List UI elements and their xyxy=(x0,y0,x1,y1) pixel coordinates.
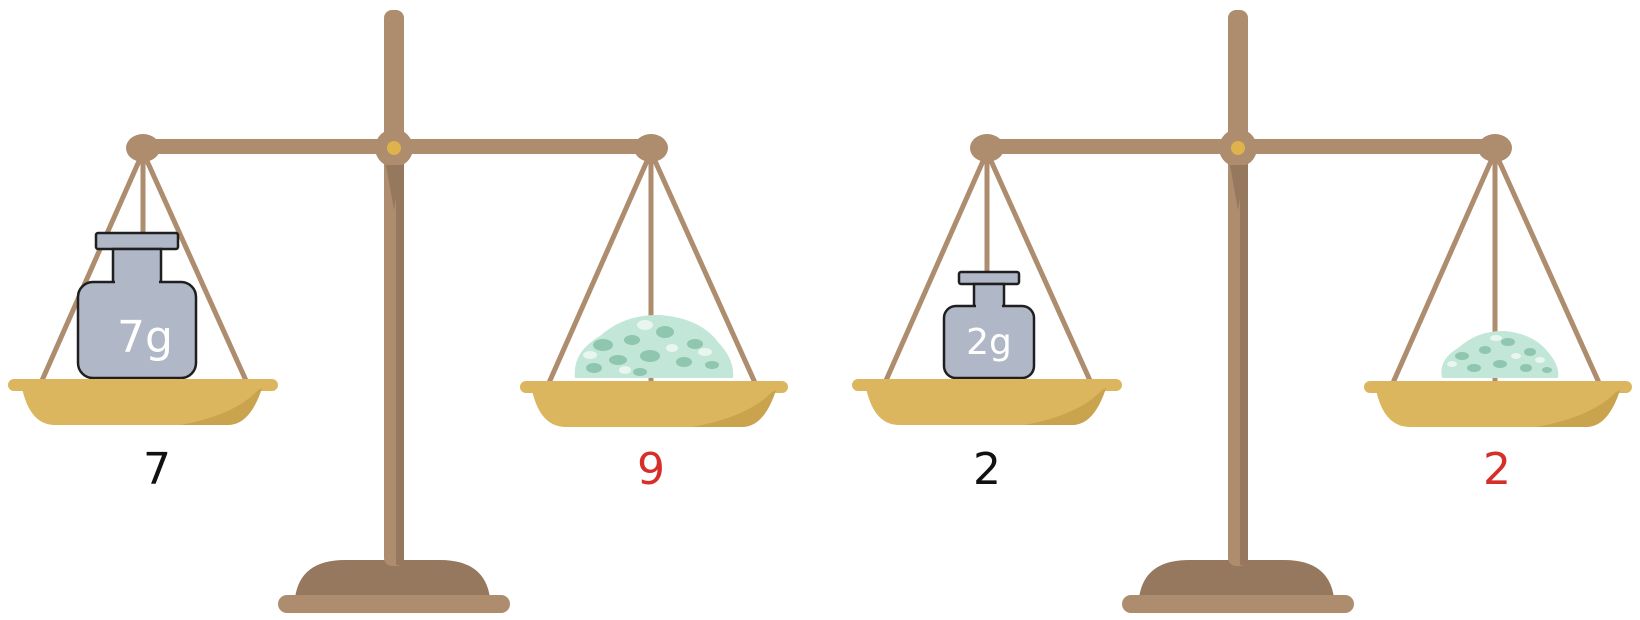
weight-7g: 7g xyxy=(76,231,198,380)
pivot-icon xyxy=(1231,141,1245,155)
granular-pile xyxy=(574,314,734,378)
right-value-label: 2 xyxy=(1483,444,1511,495)
right-value-label: 9 xyxy=(637,444,665,495)
left-pan xyxy=(852,379,1122,425)
left-value-label: 2 xyxy=(973,444,1001,495)
balance-scale-1: 7g xyxy=(8,10,788,613)
right-hanger-knob xyxy=(1478,134,1512,162)
left-hanger-knob xyxy=(126,134,160,162)
weight-2g: 2g xyxy=(942,270,1036,380)
granular-pile xyxy=(1441,330,1559,378)
weight-label: 2g xyxy=(966,322,1012,363)
left-pan xyxy=(8,379,278,425)
scale-base xyxy=(295,560,490,598)
scale-base-plate xyxy=(278,595,510,613)
right-pan xyxy=(1364,381,1632,427)
right-hanger-knob xyxy=(634,134,668,162)
left-hanger-knob xyxy=(970,134,1004,162)
left-value-label: 7 xyxy=(143,444,171,495)
right-pan xyxy=(520,381,788,427)
weight-label: 7g xyxy=(117,312,173,363)
pivot-icon xyxy=(387,141,401,155)
scale-base xyxy=(1139,560,1334,598)
scale-base-plate xyxy=(1122,595,1354,613)
balance-scale-2: 2g xyxy=(852,10,1632,613)
